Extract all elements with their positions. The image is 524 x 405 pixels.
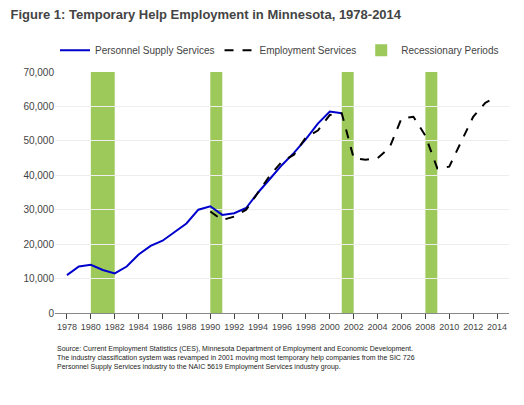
svg-text:1990: 1990: [200, 322, 220, 332]
svg-text:2002: 2002: [344, 322, 364, 332]
svg-text:2008: 2008: [415, 322, 435, 332]
svg-text:1978: 1978: [57, 322, 77, 332]
svg-text:20,000: 20,000: [23, 239, 54, 250]
svg-text:Source: Current Employment Sta: Source: Current Employment Statistics (C…: [57, 345, 415, 371]
svg-text:10,000: 10,000: [23, 273, 54, 284]
svg-text:30,000: 30,000: [23, 204, 54, 215]
svg-text:1982: 1982: [105, 322, 125, 332]
svg-text:2014: 2014: [487, 322, 507, 332]
svg-text:0: 0: [48, 308, 54, 319]
svg-text:40,000: 40,000: [23, 170, 54, 181]
svg-text:60,000: 60,000: [23, 101, 54, 112]
svg-text:Figure 1: Temporary Help Emplo: Figure 1: Temporary Help Employment in M…: [10, 7, 401, 22]
svg-text:1984: 1984: [129, 322, 149, 332]
svg-text:1992: 1992: [224, 322, 244, 332]
svg-text:1988: 1988: [176, 322, 196, 332]
svg-text:2000: 2000: [320, 322, 340, 332]
svg-text:1998: 1998: [296, 322, 316, 332]
svg-text:1986: 1986: [153, 322, 173, 332]
svg-text:1996: 1996: [272, 322, 292, 332]
svg-text:1980: 1980: [81, 322, 101, 332]
svg-text:Recessionary Periods: Recessionary Periods: [401, 45, 498, 56]
svg-text:2004: 2004: [368, 322, 388, 332]
svg-text:2006: 2006: [391, 322, 411, 332]
svg-text:Personnel Supply Services: Personnel Supply Services: [95, 45, 215, 56]
svg-text:2012: 2012: [463, 322, 483, 332]
svg-text:2010: 2010: [439, 322, 459, 332]
svg-text:70,000: 70,000: [23, 67, 54, 78]
svg-text:1994: 1994: [248, 322, 268, 332]
svg-text:Employment Services: Employment Services: [260, 45, 357, 56]
svg-text:50,000: 50,000: [23, 135, 54, 146]
